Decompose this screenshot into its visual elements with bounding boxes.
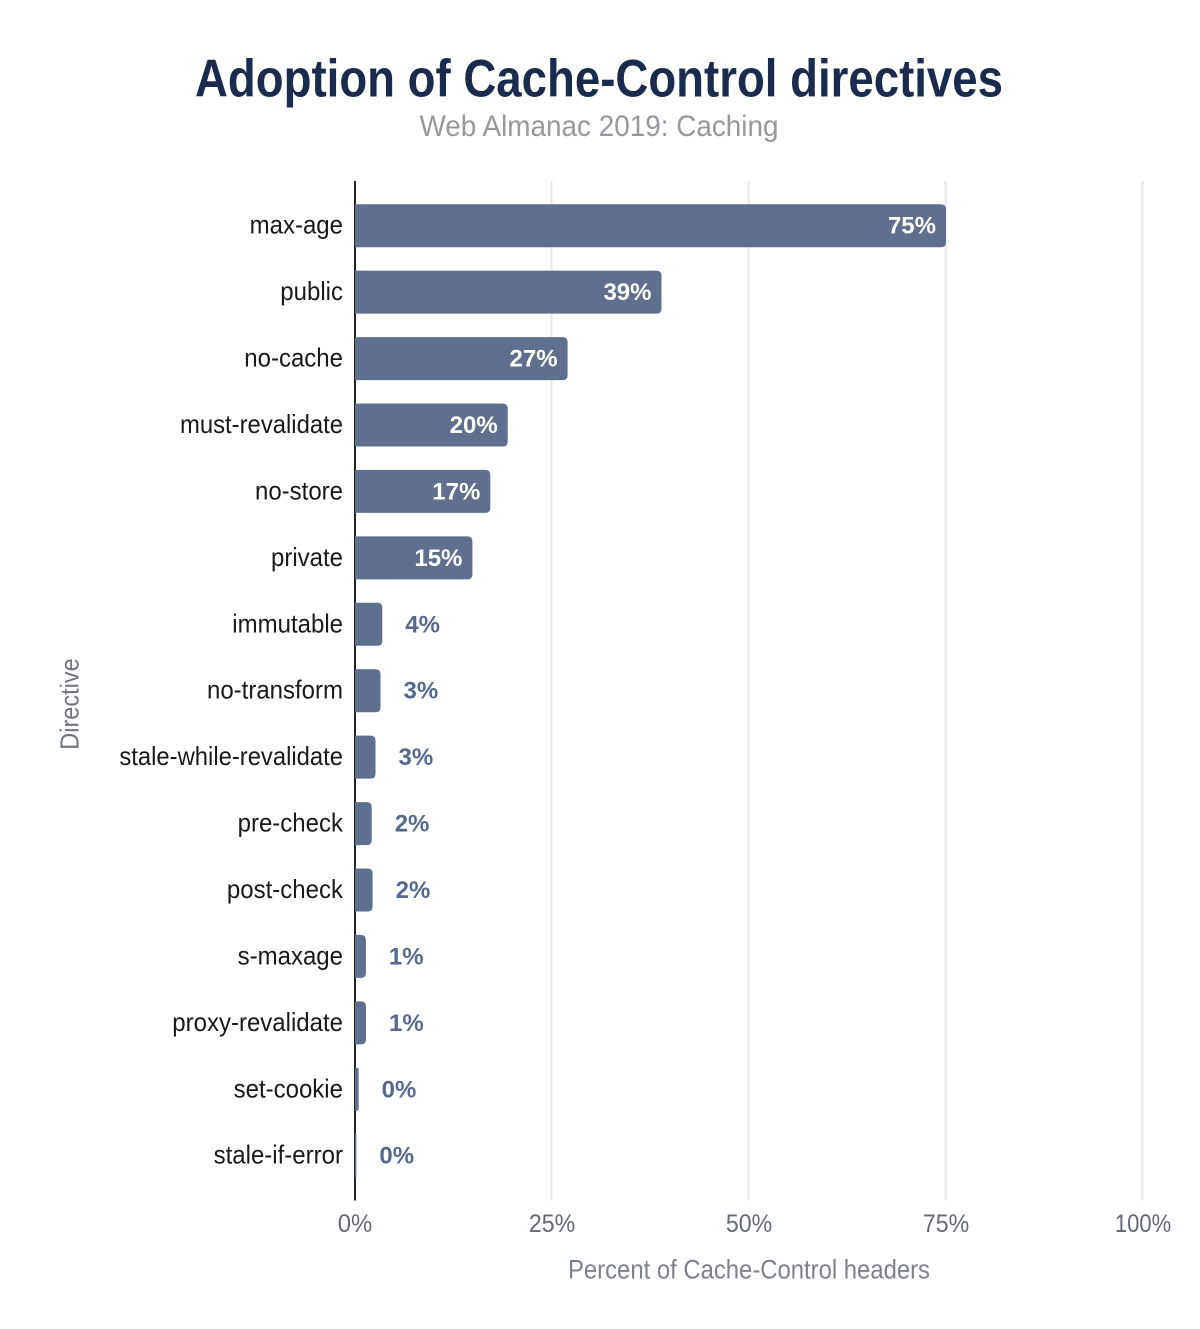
svg-text:15%: 15%: [414, 545, 462, 572]
svg-text:1%: 1%: [389, 1010, 424, 1037]
svg-text:3%: 3%: [399, 744, 434, 771]
svg-text:proxy-revalidate: proxy-revalidate: [172, 1007, 343, 1037]
svg-text:75%: 75%: [923, 1210, 969, 1238]
svg-text:no-store: no-store: [255, 475, 343, 505]
svg-text:no-transform: no-transform: [207, 675, 343, 705]
svg-text:stale-while-revalidate: stale-while-revalidate: [119, 741, 343, 771]
svg-text:4%: 4%: [405, 611, 440, 638]
svg-text:17%: 17%: [432, 478, 480, 505]
svg-text:stale-if-error: stale-if-error: [214, 1140, 344, 1170]
svg-text:Adoption of Cache-Control dire: Adoption of Cache-Control directives: [195, 50, 1003, 109]
svg-text:post-check: post-check: [227, 874, 344, 904]
svg-text:27%: 27%: [510, 346, 558, 373]
svg-text:2%: 2%: [395, 811, 430, 838]
svg-text:0%: 0%: [338, 1210, 373, 1238]
svg-text:immutable: immutable: [232, 608, 343, 638]
svg-text:50%: 50%: [726, 1210, 772, 1238]
svg-text:2%: 2%: [396, 877, 431, 904]
svg-text:pre-check: pre-check: [238, 808, 344, 838]
svg-text:public: public: [280, 276, 343, 306]
svg-text:set-cookie: set-cookie: [234, 1073, 343, 1103]
svg-text:max-age: max-age: [250, 210, 343, 240]
svg-text:25%: 25%: [529, 1210, 575, 1238]
svg-text:Percent of Cache-Control heade: Percent of Cache-Control headers: [568, 1255, 930, 1285]
svg-text:must-revalidate: must-revalidate: [180, 409, 343, 439]
svg-text:100%: 100%: [1115, 1210, 1171, 1238]
svg-text:Web Almanac 2019: Caching: Web Almanac 2019: Caching: [420, 110, 779, 143]
svg-text:39%: 39%: [603, 279, 651, 306]
svg-text:20%: 20%: [450, 412, 498, 439]
svg-text:3%: 3%: [404, 678, 439, 705]
svg-text:no-cache: no-cache: [244, 343, 343, 373]
svg-text:private: private: [271, 542, 343, 572]
svg-text:0%: 0%: [382, 1076, 417, 1103]
svg-text:Directive: Directive: [55, 658, 85, 750]
svg-text:0%: 0%: [379, 1143, 414, 1170]
svg-text:75%: 75%: [888, 213, 936, 240]
svg-text:s-maxage: s-maxage: [238, 940, 343, 970]
svg-text:1%: 1%: [389, 943, 424, 970]
